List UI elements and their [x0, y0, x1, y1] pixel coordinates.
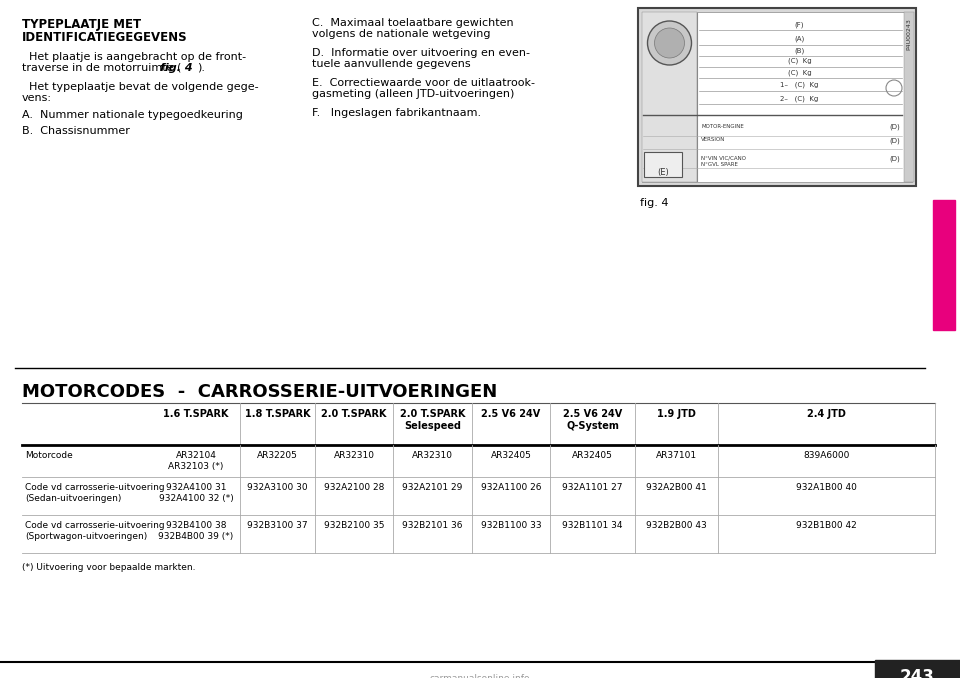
Text: 932B4100 38
932B4B00 39 (*): 932B4100 38 932B4B00 39 (*) — [158, 521, 233, 541]
Bar — [904, 12, 914, 182]
Text: 932B2100 35: 932B2100 35 — [324, 521, 384, 530]
Text: gasmeting (alleen JTD-uitvoeringen): gasmeting (alleen JTD-uitvoeringen) — [305, 89, 515, 99]
Text: (C)  Kg: (C) Kg — [788, 69, 811, 75]
Text: traverse in de motorruimte (: traverse in de motorruimte ( — [22, 63, 181, 73]
Text: (B): (B) — [794, 47, 804, 54]
Text: AR32205: AR32205 — [257, 451, 298, 460]
Text: Code vd carrosserie-uitvoering
(Sportwagon-uitvoeringen): Code vd carrosserie-uitvoering (Sportwag… — [25, 521, 164, 541]
Text: Het plaatje is aangebracht op de front-: Het plaatje is aangebracht op de front- — [22, 52, 246, 62]
Text: E.  Correctiewaarde voor de uitlaatrook-: E. Correctiewaarde voor de uitlaatrook- — [305, 78, 535, 88]
Text: (A): (A) — [794, 36, 804, 43]
Text: 2.5 V6 24V
Q-System: 2.5 V6 24V Q-System — [563, 409, 622, 431]
Text: (D): (D) — [889, 137, 900, 144]
Text: 1.6 T.SPARK: 1.6 T.SPARK — [163, 409, 228, 419]
Text: 932B3100 37: 932B3100 37 — [247, 521, 308, 530]
Bar — [875, 660, 960, 678]
Text: TYPEPLAATJE MET: TYPEPLAATJE MET — [22, 18, 141, 31]
Bar — [933, 200, 955, 330]
Text: D.  Informatie over uitvoering en even-: D. Informatie over uitvoering en even- — [305, 48, 530, 58]
Text: vens:: vens: — [22, 93, 52, 103]
Text: Het typeplaatje bevat de volgende gege-: Het typeplaatje bevat de volgende gege- — [22, 82, 258, 92]
Bar — [644, 152, 682, 177]
Text: 2.0 T.SPARK
Selespeed: 2.0 T.SPARK Selespeed — [399, 409, 466, 431]
Text: 932A1101 27: 932A1101 27 — [563, 483, 623, 492]
Text: (C)  Kg: (C) Kg — [788, 58, 811, 64]
Text: 932B1101 34: 932B1101 34 — [563, 521, 623, 530]
Text: 2.5 V6 24V: 2.5 V6 24V — [481, 409, 540, 419]
Text: 1.9 JTD: 1.9 JTD — [657, 409, 696, 419]
Text: (F): (F) — [795, 21, 804, 28]
Text: 932B1100 33: 932B1100 33 — [481, 521, 541, 530]
Text: 932A2B00 41: 932A2B00 41 — [646, 483, 707, 492]
Text: MOTOR-ENGINE: MOTOR-ENGINE — [701, 124, 744, 129]
Text: 932A2101 29: 932A2101 29 — [402, 483, 463, 492]
Text: AR32405: AR32405 — [491, 451, 532, 460]
Text: carmanualsonline.info: carmanualsonline.info — [430, 674, 530, 678]
Text: Motorcode: Motorcode — [25, 451, 73, 460]
Text: IDENTIFICATIEGEGEVENS: IDENTIFICATIEGEGEVENS — [22, 31, 187, 44]
Text: VERSION: VERSION — [701, 137, 726, 142]
Text: P4U00243: P4U00243 — [906, 18, 911, 50]
Bar — [642, 12, 912, 182]
Text: ).: ). — [197, 63, 205, 73]
Text: AR32310: AR32310 — [412, 451, 453, 460]
Text: AR32104
AR32103 (*): AR32104 AR32103 (*) — [168, 451, 224, 471]
Text: (*) Uitvoering voor bepaalde markten.: (*) Uitvoering voor bepaalde markten. — [22, 563, 196, 572]
Circle shape — [647, 21, 691, 65]
Text: (D): (D) — [889, 156, 900, 163]
Text: C.  Maximaal toelaatbare gewichten: C. Maximaal toelaatbare gewichten — [305, 18, 514, 28]
Text: 2–   (C)  Kg: 2– (C) Kg — [780, 95, 819, 102]
Text: 243: 243 — [900, 668, 934, 678]
Text: (D): (D) — [889, 124, 900, 130]
Text: 2.0 T.SPARK: 2.0 T.SPARK — [322, 409, 387, 419]
Text: F.   Ingeslagen fabrikantnaam.: F. Ingeslagen fabrikantnaam. — [305, 108, 481, 118]
Text: 839A6000: 839A6000 — [804, 451, 850, 460]
Circle shape — [655, 28, 684, 58]
Text: 2.4 JTD: 2.4 JTD — [807, 409, 846, 419]
Text: 1–   (C)  Kg: 1– (C) Kg — [780, 82, 819, 89]
Text: (E): (E) — [658, 169, 669, 178]
Text: A.  Nummer nationale typegoedkeuring: A. Nummer nationale typegoedkeuring — [22, 110, 243, 120]
Text: fig. 4: fig. 4 — [160, 63, 193, 73]
Text: 932A4100 31
932A4100 32 (*): 932A4100 31 932A4100 32 (*) — [158, 483, 233, 503]
Text: AR32405: AR32405 — [572, 451, 612, 460]
Text: B.  Chassisnummer: B. Chassisnummer — [22, 126, 130, 136]
Bar — [638, 8, 916, 186]
Text: AR37101: AR37101 — [656, 451, 697, 460]
Text: N°VIN VIC/CANO
N°GVL SPARE: N°VIN VIC/CANO N°GVL SPARE — [701, 156, 746, 167]
Text: Code vd carrosserie-uitvoering
(Sedan-uitvoeringen): Code vd carrosserie-uitvoering (Sedan-ui… — [25, 483, 164, 503]
Text: 932B1B00 42: 932B1B00 42 — [796, 521, 857, 530]
Text: tuele aanvullende gegevens: tuele aanvullende gegevens — [305, 59, 470, 69]
Text: 932B2B00 43: 932B2B00 43 — [646, 521, 707, 530]
Text: 932B2101 36: 932B2101 36 — [402, 521, 463, 530]
Text: 932A1100 26: 932A1100 26 — [481, 483, 541, 492]
Text: 1.8 T.SPARK: 1.8 T.SPARK — [245, 409, 310, 419]
Text: MOTORCODES  -  CARROSSERIE-UITVOERINGEN: MOTORCODES - CARROSSERIE-UITVOERINGEN — [22, 383, 497, 401]
Bar — [642, 12, 697, 182]
Text: fig. 4: fig. 4 — [640, 198, 668, 208]
Text: volgens de nationale wetgeving: volgens de nationale wetgeving — [305, 29, 491, 39]
Text: 932A2100 28: 932A2100 28 — [324, 483, 384, 492]
Text: AR32310: AR32310 — [333, 451, 374, 460]
Text: 932A1B00 40: 932A1B00 40 — [796, 483, 857, 492]
Text: 932A3100 30: 932A3100 30 — [247, 483, 308, 492]
